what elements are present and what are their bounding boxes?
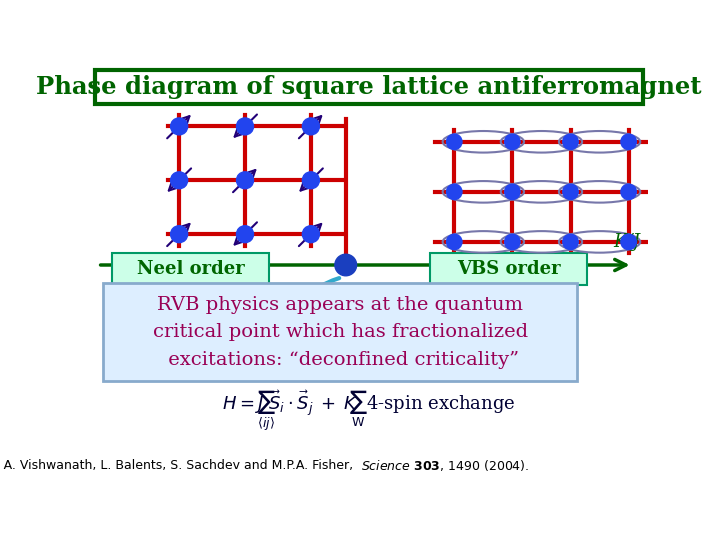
FancyBboxPatch shape (96, 70, 642, 104)
Circle shape (563, 234, 578, 249)
Circle shape (563, 134, 578, 150)
Circle shape (621, 134, 636, 150)
Text: K/J: K/J (613, 233, 640, 251)
Circle shape (171, 172, 188, 189)
Text: $\it{Science}$ $\bf{303}$, 1490 (2004).: $\it{Science}$ $\bf{303}$, 1490 (2004). (361, 458, 530, 472)
Circle shape (621, 234, 636, 249)
Circle shape (335, 254, 356, 276)
FancyBboxPatch shape (103, 284, 577, 381)
FancyBboxPatch shape (112, 253, 269, 285)
Circle shape (505, 234, 520, 249)
Circle shape (302, 118, 320, 135)
FancyBboxPatch shape (431, 253, 587, 285)
Circle shape (446, 184, 462, 200)
Circle shape (171, 226, 188, 242)
Circle shape (236, 172, 253, 189)
Circle shape (446, 134, 462, 150)
Circle shape (563, 184, 578, 200)
Text: VBS order: VBS order (456, 260, 560, 278)
Circle shape (505, 134, 520, 150)
Circle shape (505, 184, 520, 200)
Circle shape (171, 118, 188, 135)
Circle shape (236, 226, 253, 242)
Text: T. Senthil, A. Vishwanath, L. Balents, S. Sachdev and M.P.A. Fisher,: T. Senthil, A. Vishwanath, L. Balents, S… (0, 458, 361, 472)
Circle shape (302, 226, 320, 242)
Text: RVB physics appears at the quantum
critical point which has fractionalized
 exci: RVB physics appears at the quantum criti… (153, 295, 528, 369)
Circle shape (621, 184, 636, 200)
Text: Phase diagram of square lattice antiferromagnet: Phase diagram of square lattice antiferr… (36, 75, 702, 99)
Circle shape (236, 118, 253, 135)
Text: $H = J\!\!\sum_{\langle ij \rangle}\!\! \vec{S}_i \cdot \vec{S}_j$$\;+\; K\!\!\s: $H = J\!\!\sum_{\langle ij \rangle}\!\! … (222, 389, 516, 434)
Text: Neel order: Neel order (137, 260, 245, 278)
Circle shape (446, 234, 462, 249)
Circle shape (302, 172, 320, 189)
